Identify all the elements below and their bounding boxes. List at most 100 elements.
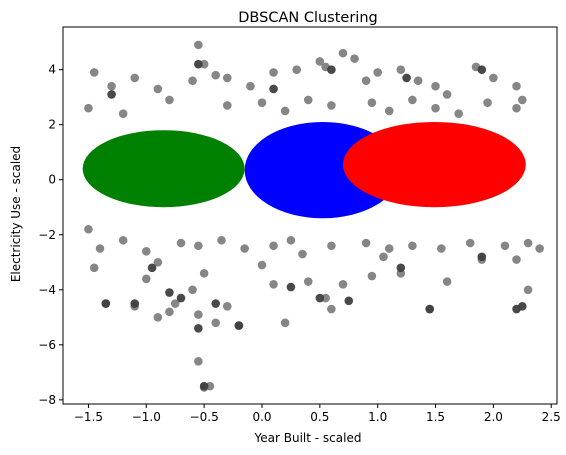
- scatter-point: [222, 101, 232, 110]
- scatter-point: [517, 95, 527, 105]
- scatter-point: [315, 57, 325, 66]
- scatter-point: [396, 65, 406, 74]
- scatter-point: [402, 73, 411, 83]
- scatter-point: [84, 103, 93, 113]
- scatter-point: [442, 90, 452, 99]
- scatter-point: [512, 81, 521, 91]
- scatter-point: [222, 73, 232, 83]
- scatter-point: [89, 68, 99, 77]
- y-tick-label: −2: [38, 228, 56, 242]
- scatter-point: [373, 68, 382, 77]
- scatter-point: [130, 299, 140, 308]
- scatter-point: [315, 293, 325, 303]
- scatter-point: [194, 241, 203, 251]
- scatter-point: [153, 84, 163, 94]
- scatter-point: [269, 279, 278, 289]
- cluster-region-3: [342, 121, 526, 208]
- y-tick-label: −4: [38, 283, 56, 297]
- scatter-point: [257, 260, 267, 270]
- chart-title: DBSCAN Clustering: [238, 10, 377, 26]
- scatter-point: [194, 310, 203, 319]
- scatter-point: [292, 65, 301, 74]
- scatter-point: [338, 279, 348, 289]
- scatter-point: [246, 81, 255, 91]
- scatter-point: [454, 109, 463, 118]
- scatter-point: [408, 241, 417, 251]
- x-axis: −1.5 −1.0 −0.5 0.0 0.5 1.0 1.5 2.0 2.5: [74, 404, 561, 424]
- scatter-point: [211, 318, 221, 328]
- scatter-point: [188, 76, 197, 85]
- scatter-point: [286, 282, 296, 292]
- scatter-point: [118, 235, 128, 245]
- scatter-point: [165, 288, 174, 297]
- scatter-point: [327, 65, 336, 74]
- y-tick-label: 2: [48, 118, 56, 132]
- scatter-point: [512, 103, 521, 113]
- x-tick-label: 1.5: [426, 410, 445, 424]
- scatter-point: [286, 235, 296, 245]
- scatter-point: [535, 244, 544, 253]
- x-tick-label: −0.5: [190, 410, 219, 424]
- scatter-point: [107, 81, 116, 91]
- scatter-point: [408, 95, 417, 105]
- scatter-point: [298, 249, 307, 259]
- scatter-point: [523, 285, 533, 295]
- scatter-point: [338, 48, 348, 58]
- scatter-point: [431, 103, 440, 113]
- y-tick-label: 4: [48, 63, 56, 77]
- scatter-point: [176, 238, 186, 248]
- scatter-point: [194, 40, 203, 50]
- scatter-point: [344, 296, 354, 306]
- scatter-point: [512, 255, 521, 264]
- scatter-point: [523, 238, 533, 248]
- scatter-point: [199, 381, 209, 391]
- scatter-point: [361, 238, 371, 248]
- scatter-point: [240, 244, 249, 253]
- y-axis: −8 −6 −4 −2 0 2 4: [38, 63, 63, 407]
- x-tick-label: 1.0: [368, 410, 387, 424]
- scatter-point: [269, 241, 278, 251]
- scatter-point: [396, 263, 406, 273]
- scatter-point: [269, 84, 278, 94]
- scatter-point: [280, 106, 290, 116]
- scatter-point: [130, 73, 140, 83]
- scatter-point: [327, 241, 336, 251]
- scatter-point: [384, 244, 394, 253]
- scatter-point: [95, 244, 105, 253]
- scatter-point: [327, 101, 336, 110]
- scatter-point: [211, 70, 221, 80]
- x-tick-label: 0.0: [252, 410, 271, 424]
- scatter-point: [84, 224, 93, 234]
- scatter-point: [303, 277, 313, 286]
- scatter-point: [500, 241, 510, 251]
- scatter-point: [153, 257, 163, 267]
- scatter-points: [84, 40, 544, 392]
- scatter-point: [165, 307, 174, 317]
- scatter-point: [147, 263, 157, 273]
- scatter-point: [257, 98, 267, 107]
- scatter-point: [118, 109, 128, 118]
- scatter-point: [303, 95, 313, 105]
- scatter-point: [194, 59, 203, 69]
- cluster-regions: [82, 121, 526, 219]
- x-axis-label: Year Built - scaled: [254, 431, 362, 445]
- scatter-point: [350, 54, 359, 63]
- scatter-point: [361, 76, 371, 85]
- scatter-point: [234, 321, 244, 330]
- scatter-point: [194, 357, 203, 366]
- scatter-point: [188, 285, 197, 295]
- scatter-point: [269, 68, 278, 77]
- scatter-point: [367, 98, 377, 107]
- scatter-point: [477, 65, 487, 74]
- scatter-point: [222, 302, 232, 311]
- x-tick-label: −1.5: [74, 410, 103, 424]
- scatter-point: [465, 238, 475, 248]
- scatter-point: [141, 274, 151, 284]
- cluster-region-1: [82, 130, 245, 208]
- scatter-point: [437, 244, 446, 253]
- scatter-point: [431, 81, 440, 91]
- scatter-point: [89, 263, 99, 273]
- scatter-point: [194, 324, 203, 333]
- x-tick-label: 2.5: [542, 410, 561, 424]
